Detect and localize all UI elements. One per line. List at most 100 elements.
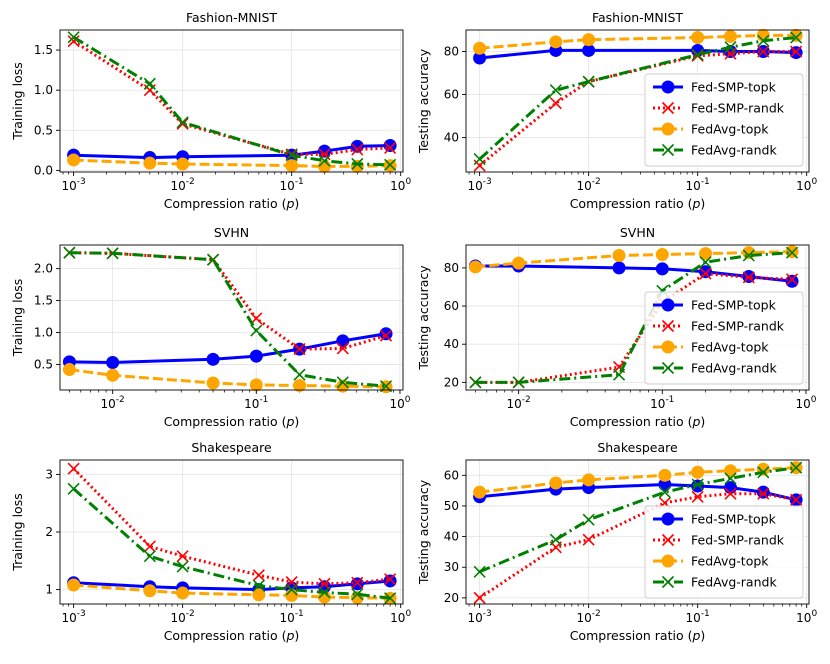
legend-entry-Fed-SMP-randk: Fed-SMP-randk: [653, 101, 785, 116]
y-tick-label: 0.5: [34, 357, 53, 371]
chart-fmnist-loss: 10-3 10-2 10-1 100 0.0 0.5 1.0 1.5 Fashion-MNIST…: [10, 10, 411, 211]
plot-frame: [465, 459, 810, 605]
x-axis-label: Compression ratio (p): [164, 414, 300, 429]
series-line: [73, 158, 391, 168]
data-point: [785, 273, 799, 286]
data-point: [699, 247, 713, 261]
chart-title: SVHN: [214, 225, 249, 240]
legend-label: FedAvg-topk: [691, 122, 769, 137]
x-tick-label: 10-2: [171, 177, 195, 193]
data-point: [757, 466, 770, 479]
data-point: [691, 48, 704, 61]
legend-marker: [661, 340, 675, 354]
legend-marker: [661, 143, 675, 157]
y-axis-label: Testing accuracy: [416, 48, 431, 154]
x-axis-label: Compression ratio (p): [570, 414, 706, 429]
legend-label: Fed-SMP-randk: [691, 319, 785, 334]
data-point: [143, 77, 156, 90]
data-point: [655, 248, 669, 262]
legend-label: Fed-SMP-randk: [691, 101, 785, 116]
y-tick-label: 30: [444, 560, 459, 574]
data-point: [336, 342, 349, 355]
data-point: [62, 363, 76, 377]
data-point: [143, 550, 156, 563]
data-point: [379, 327, 393, 341]
data-point: [293, 379, 307, 393]
series-Fed-SMP-randk: [67, 462, 397, 590]
legend-box: [644, 73, 804, 167]
data-point: [252, 588, 266, 602]
y-tick-label: 1.5: [34, 43, 53, 57]
y-tick-label: 1.0: [34, 326, 53, 340]
y-tick-label: 1.5: [34, 294, 53, 308]
y-tick-label: 2.0: [34, 262, 53, 276]
series-FedAvg-topk: [473, 461, 803, 499]
data-point: [757, 45, 770, 58]
legend-entry-Fed-SMP-topk: Fed-SMP-topk: [653, 512, 777, 527]
data-point: [67, 578, 81, 592]
legend: Fed-SMP-topk Fed-SMP-randk FedAvg-topk FedA…: [644, 505, 804, 599]
legend-label: Fed-SMP-topk: [691, 512, 777, 527]
legend-marker: [661, 575, 675, 589]
data-point: [318, 577, 331, 590]
data-point: [176, 550, 189, 563]
x-tick-label: 10-1: [686, 177, 710, 193]
legend-label: FedAvg-randk: [691, 575, 777, 590]
series-line: [72, 487, 391, 600]
grid: [60, 30, 403, 172]
data-point: [206, 352, 220, 366]
y-tick-label: 40: [444, 131, 459, 145]
x-axis-label: Compression ratio (p): [570, 628, 706, 643]
legend-label: Fed-SMP-topk: [691, 298, 777, 313]
data-point: [67, 153, 81, 167]
data-point: [293, 343, 306, 356]
data-point: [691, 478, 704, 491]
legend-marker: [661, 533, 675, 547]
data-point: [67, 31, 80, 44]
chart-svhn-loss: 10-2 10-1 100 0.5 1.0 1.5 2.0 SVHN Compression r…: [10, 225, 411, 429]
x-tick-label: 100: [795, 395, 816, 411]
series-FedAvg-randk: [469, 246, 799, 389]
series-Fed-SMP-randk: [67, 35, 397, 161]
y-tick-label: 20: [444, 591, 459, 605]
y-tick-label: 40: [444, 530, 459, 544]
data-point: [582, 33, 596, 47]
data-point: [67, 482, 80, 495]
data-point: [252, 569, 265, 582]
x-tick-label: 10-3: [61, 177, 85, 193]
y-tick-label: 0.0: [34, 163, 53, 177]
x-tick-label: 100: [796, 609, 817, 625]
data-point: [785, 246, 799, 259]
data-point: [336, 379, 350, 393]
data-point: [699, 256, 712, 269]
data-point: [723, 29, 737, 43]
legend-entry-Fed-SMP-topk: Fed-SMP-topk: [653, 80, 777, 95]
legend: Fed-SMP-topk Fed-SMP-randk FedAvg-topk FedA…: [644, 291, 804, 385]
data-point: [336, 376, 349, 389]
data-point: [658, 468, 672, 482]
series-line: [72, 35, 391, 167]
plot-frame: [59, 29, 404, 173]
y-tick-label: 60: [444, 468, 459, 482]
y-tick-label: 20: [444, 375, 459, 389]
series-line: [479, 466, 797, 574]
series-FedAvg-topk: [62, 363, 393, 394]
x-tick-label: 10-3: [467, 609, 491, 625]
data-point: [318, 154, 331, 167]
data-point: [473, 485, 487, 499]
legend-label: Fed-SMP-topk: [691, 80, 777, 95]
y-tick-label: 40: [444, 337, 459, 351]
data-point: [176, 586, 190, 600]
x-tick-label: 10-1: [686, 609, 710, 625]
data-point: [383, 139, 397, 153]
data-point: [691, 490, 704, 503]
data-point: [468, 260, 482, 274]
data-point: [549, 84, 562, 97]
data-point: [249, 349, 263, 363]
data-point: [724, 41, 737, 54]
legend-entry-FedAvg-topk: FedAvg-topk: [653, 122, 769, 137]
data-point: [143, 540, 156, 553]
data-point: [318, 586, 331, 599]
data-point: [384, 141, 397, 154]
data-point: [106, 368, 120, 382]
